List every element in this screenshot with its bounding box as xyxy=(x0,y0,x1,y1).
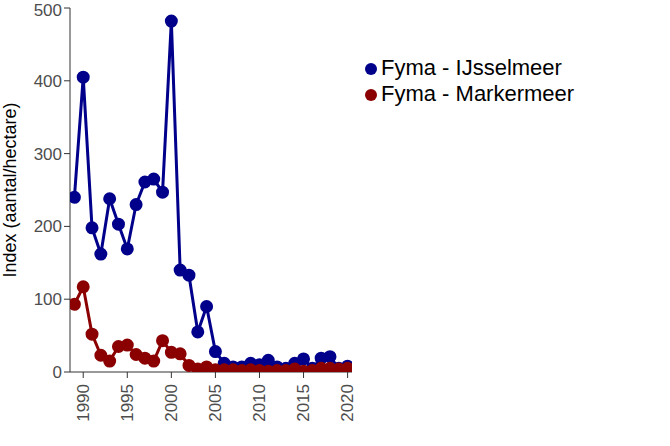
svg-text:2000: 2000 xyxy=(162,384,181,422)
svg-text:1995: 1995 xyxy=(118,384,137,422)
svg-text:500: 500 xyxy=(34,1,62,20)
svg-text:400: 400 xyxy=(34,72,62,91)
svg-text:2010: 2010 xyxy=(250,384,269,422)
svg-text:1990: 1990 xyxy=(74,384,93,422)
svg-text:2020: 2020 xyxy=(338,384,357,422)
svg-text:100: 100 xyxy=(34,290,62,309)
svg-text:Index (aantal/hectare): Index (aantal/hectare) xyxy=(8,102,20,277)
svg-text:2005: 2005 xyxy=(206,384,225,422)
svg-text:2015: 2015 xyxy=(294,384,313,422)
svg-text:300: 300 xyxy=(34,145,62,164)
svg-text:0: 0 xyxy=(53,363,62,382)
svg-text:200: 200 xyxy=(34,217,62,236)
html-text:Fyma - Markermeer: Fyma - Markermeer xyxy=(381,81,575,106)
html-text:Fyma - IJsselmeer: Fyma - IJsselmeer xyxy=(381,55,562,80)
